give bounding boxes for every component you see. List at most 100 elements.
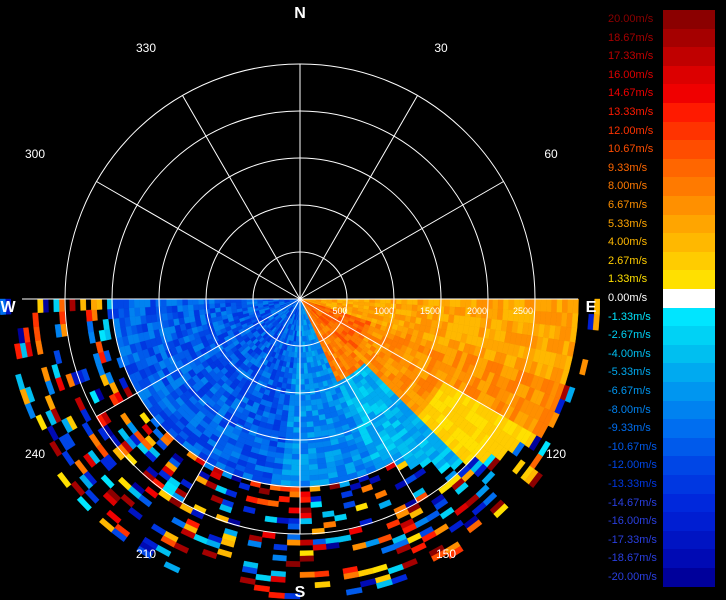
velocity-cell (141, 423, 153, 436)
velocity-cell (406, 304, 413, 311)
velocity-cell (246, 301, 253, 305)
legend-swatch (663, 512, 715, 531)
radar-ppi-plot: N S E W 30 60 120 150 210 240 300 330 50… (0, 5, 600, 600)
velocity-cell (305, 415, 314, 423)
velocity-cell (299, 539, 314, 546)
velocity-cell (466, 519, 483, 534)
velocity-cell (460, 298, 467, 308)
azimuth-spoke (299, 298, 504, 417)
velocity-cell (139, 306, 146, 317)
velocity-cell (579, 358, 589, 376)
azimuth-spoke (299, 181, 504, 300)
velocity-cell (0, 298, 6, 315)
azimuth-spoke (182, 298, 301, 503)
azimuth-spoke (299, 95, 418, 300)
velocity-cell (117, 427, 130, 441)
velocity-cell (312, 415, 320, 422)
velocity-cell (299, 357, 304, 364)
legend-row: -5.33m/s (600, 363, 726, 382)
velocity-cell (592, 314, 600, 331)
legend-label: -6.67m/s (608, 385, 651, 397)
velocity-cell (308, 463, 319, 471)
legend-row: 0.00m/s (600, 289, 726, 308)
velocity-cell (410, 542, 427, 554)
velocity-cell (70, 480, 86, 497)
legend-label: 18.67m/s (608, 31, 654, 44)
velocity-cell (198, 308, 205, 316)
angle-label-150: 150 (436, 547, 456, 561)
velocity-cell (59, 311, 66, 325)
velocity-cell (293, 421, 301, 428)
velocity-cell (85, 309, 93, 322)
angle-label-240: 240 (25, 447, 45, 461)
legend-label: 8.00m/s (608, 180, 648, 193)
velocity-cell (286, 539, 301, 546)
legend-label: 4.00m/s (608, 236, 648, 249)
legend-row: -18.67m/s (600, 549, 726, 568)
velocity-cell (127, 506, 143, 521)
velocity-cell (295, 368, 301, 375)
legend-swatch (663, 437, 715, 457)
velocity-cell (497, 298, 504, 310)
velocity-cell (299, 368, 305, 375)
velocity-cell (46, 425, 60, 442)
velocity-cell (214, 307, 221, 313)
velocity-cell (186, 450, 199, 462)
velocity-cell (556, 298, 563, 313)
velocity-cell (411, 304, 418, 312)
velocity-cell (352, 541, 367, 551)
velocity-cell (83, 453, 97, 468)
velocity-cell (118, 377, 129, 390)
legend-label: 12.00m/s (608, 124, 654, 137)
velocity-cell (345, 586, 363, 596)
velocity-cell (144, 486, 159, 499)
velocity-cell (282, 404, 290, 412)
velocity-cell (133, 298, 140, 308)
angle-label-60: 60 (544, 147, 558, 161)
legend-swatch (663, 196, 715, 215)
legend-row: 9.33m/s (600, 158, 726, 178)
velocity-cell (69, 298, 76, 312)
velocity-cell (299, 384, 305, 391)
velocity-cell (473, 463, 488, 478)
legend-row: 16.00m/s (600, 65, 726, 85)
velocity-cell (310, 399, 317, 406)
legend-label: -8.00m/s (608, 403, 651, 416)
legend-label: -12.00m/s (608, 459, 657, 472)
angle-label-330: 330 (136, 41, 156, 55)
velocity-cell (299, 437, 308, 444)
velocity-cell (242, 505, 256, 515)
velocity-cell (410, 310, 418, 318)
legend-label: -9.33m/s (608, 422, 651, 435)
velocity-cell (286, 415, 295, 423)
velocity-cell (369, 298, 376, 304)
velocity-cell (84, 488, 100, 504)
velocity-cell (224, 302, 231, 308)
velocity-cell (309, 479, 320, 487)
velocity-cell (112, 308, 120, 319)
velocity-cell (322, 510, 335, 518)
velocity-cell (215, 513, 230, 524)
velocity-cell (299, 400, 306, 407)
legend-label: -4.00m/s (608, 347, 651, 360)
velocity-cell (176, 298, 183, 306)
velocity-cell (80, 408, 92, 423)
velocity-cell (282, 458, 292, 466)
velocity-cell (120, 412, 132, 426)
velocity-cell (299, 373, 305, 380)
velocity-cell (374, 298, 381, 304)
velocity-cell (454, 298, 461, 308)
velocity-cell (74, 396, 86, 412)
legend-swatch (663, 400, 715, 420)
velocity-cell (343, 500, 356, 509)
velocity-cell (208, 298, 215, 304)
legend-label: -20.00m/s (608, 571, 657, 583)
velocity-cell (57, 471, 72, 489)
legend-row: 2.67m/s (600, 251, 726, 271)
legend-swatch (663, 214, 715, 234)
velocity-cell (299, 411, 307, 418)
velocity-cell (280, 415, 288, 422)
velocity-cell (340, 490, 353, 499)
velocity-cell (290, 378, 297, 385)
velocity-cell (61, 450, 75, 467)
